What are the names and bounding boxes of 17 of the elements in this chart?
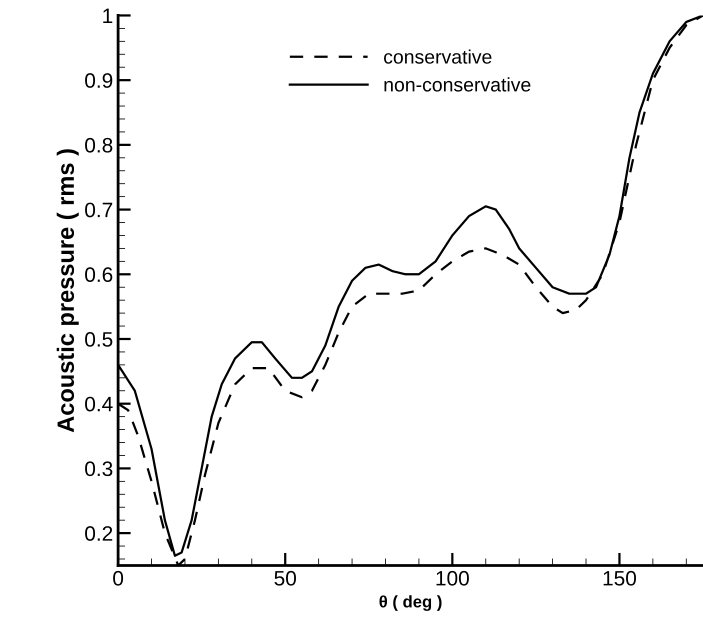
y-tick-label: 0.6 <box>85 267 112 282</box>
x-tick-label: 150 <box>604 570 636 586</box>
y-tick-label: 0.3 <box>85 461 112 476</box>
x-tick-label: 0 <box>113 570 124 586</box>
y-tick-label: 0.2 <box>85 526 112 541</box>
legend-label: non-conservative <box>384 77 530 92</box>
x-axis-title: θ ( deg ) <box>379 595 442 611</box>
y-tick-label: 0.7 <box>85 202 112 218</box>
y-tick-label: 0.9 <box>85 73 112 88</box>
legend-label: conservative <box>384 49 492 64</box>
y-axis-title: Acoustic pressure ( rms ) <box>56 149 79 432</box>
x-tick-label: 100 <box>436 570 469 586</box>
y-tick-label: 0.5 <box>85 332 112 347</box>
y-tick-label: 1 <box>103 8 112 23</box>
y-tick-label: 0.4 <box>85 396 113 412</box>
y-tick-label: 0.8 <box>85 138 112 153</box>
x-tick-label: 50 <box>274 570 296 586</box>
